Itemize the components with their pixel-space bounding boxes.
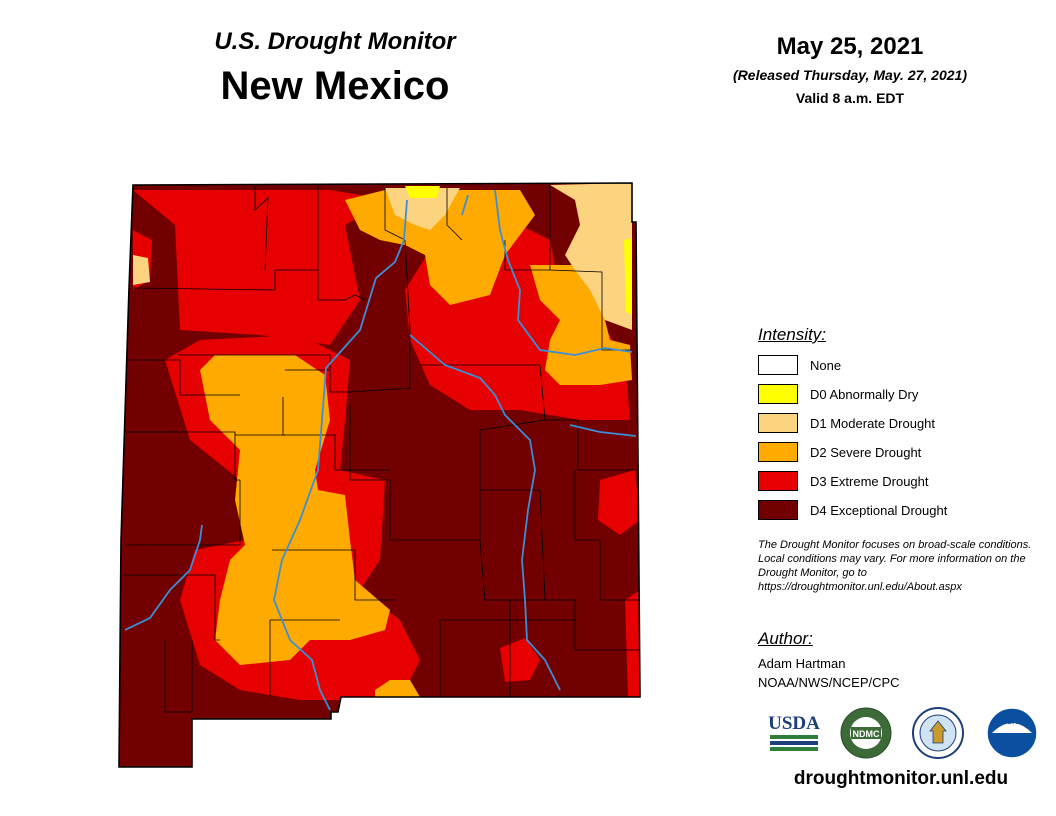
d2-area-central <box>200 355 390 665</box>
drought-areas <box>119 183 640 767</box>
rivers <box>124 189 637 711</box>
d1-area-northwest <box>133 255 150 285</box>
usda-logo-text: USDA <box>768 713 820 734</box>
legend-swatch <box>758 355 798 375</box>
legend-swatch <box>758 413 798 433</box>
ndmc-logo-text: NDMC <box>853 729 880 739</box>
noaa-logo: NOAA <box>984 707 1040 759</box>
d3-area-southeast <box>598 470 640 535</box>
author-name: Adam Hartman <box>758 656 846 671</box>
author-heading: Author: <box>758 629 813 648</box>
legend-label: D1 Moderate Drought <box>810 416 936 431</box>
d2-area-northeast <box>530 265 632 385</box>
valid-time: Valid 8 a.m. EDT <box>795 90 905 106</box>
d1-area-northeast <box>550 183 632 330</box>
ndmc-logo: NDMC <box>838 707 894 759</box>
legend-swatch <box>758 442 798 462</box>
d3-area-west-north <box>133 190 390 345</box>
legend-swatch <box>758 384 798 404</box>
d2-area-south <box>375 680 420 697</box>
legend-swatch <box>758 471 798 491</box>
legend-swatch <box>758 500 798 520</box>
release-date: (Released Thursday, May. 27, 2021) <box>733 67 967 83</box>
county-borders <box>123 185 640 713</box>
legend-label: D3 Extreme Drought <box>810 474 929 489</box>
legend-label: D0 Abnormally Dry <box>810 387 919 402</box>
map-date: May 25, 2021 <box>776 33 924 60</box>
author-organization: NOAA/NWS/NCEP/CPC <box>758 675 900 690</box>
usda-logo: USDA <box>766 707 822 759</box>
legend-label: D4 Exceptional Drought <box>810 503 948 518</box>
legend-title: Intensity: <box>758 325 827 344</box>
noaa-logo-text: NOAA <box>1002 719 1023 726</box>
legend-label: D2 Severe Drought <box>810 445 922 460</box>
disclaimer-text: The Drought Monitor focuses on broad-sca… <box>758 539 1032 593</box>
footer-website-link[interactable]: droughtmonitor.unl.edu <box>793 768 1009 789</box>
state-border <box>118 182 641 768</box>
d2-area-northcentral <box>345 190 535 305</box>
doc-seal-logo <box>910 707 966 759</box>
legend-label: None <box>810 358 842 373</box>
map-title: New Mexico <box>220 64 450 108</box>
d0-area-north <box>405 186 440 198</box>
map-subtitle: U.S. Drought Monitor <box>214 28 456 55</box>
d0-area-east-edge <box>624 238 632 315</box>
d1-area-north <box>385 188 460 230</box>
d3-area-southeast-edge <box>625 590 640 697</box>
